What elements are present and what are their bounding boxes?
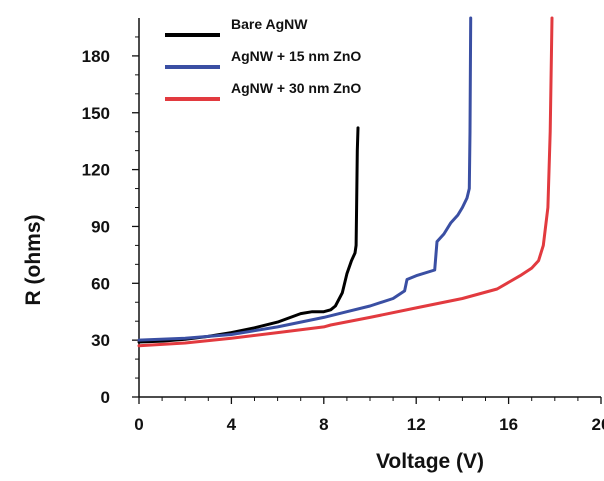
y-tick-label: 180 [82,47,110,66]
legend-label-3: AgNW + 30 nm ZnO [231,80,361,96]
y-tick-label: 150 [82,104,110,123]
x-tick-label: 0 [134,415,143,434]
y-tick-label: 120 [82,161,110,180]
y-tick-label: 0 [101,388,110,407]
x-tick-label: 12 [407,415,426,434]
series-line-1 [137,126,360,344]
legend-label-1: Bare AgNW [231,16,308,32]
y-axis-title: R (ohms) [22,215,45,306]
x-tick-label: 4 [227,415,237,434]
series-group [137,16,554,348]
legend: Bare AgNW AgNW + 15 nm ZnO AgNW + 30 nm Zn… [165,16,361,101]
x-tick-label: 8 [319,415,328,434]
x-axis-title: Voltage (V) [376,450,484,473]
ticks: 0 4 8 12 16 20 0 30 60 90 120 150 180 [82,36,604,434]
series-line-3 [137,16,554,348]
series-line-2 [137,16,473,342]
y-tick-label: 90 [91,217,110,236]
y-tick-label: 30 [91,331,110,350]
y-tick-label: 60 [91,274,110,293]
x-tick-label: 20 [592,415,604,434]
x-tick-label: 16 [499,415,518,434]
legend-label-2: AgNW + 15 nm ZnO [231,48,361,64]
